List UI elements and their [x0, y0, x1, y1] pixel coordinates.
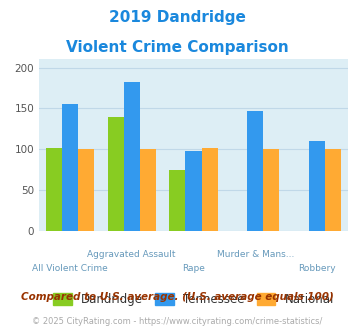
Text: © 2025 CityRating.com - https://www.cityrating.com/crime-statistics/: © 2025 CityRating.com - https://www.city…: [32, 317, 323, 326]
Text: All Violent Crime: All Violent Crime: [32, 264, 108, 273]
Bar: [78, 149, 94, 231]
Bar: [325, 149, 341, 231]
Bar: [169, 170, 185, 231]
Bar: [62, 104, 78, 231]
Bar: [140, 149, 156, 231]
Bar: [202, 148, 218, 231]
Bar: [247, 111, 263, 231]
Bar: [124, 82, 140, 231]
Text: Violent Crime Comparison: Violent Crime Comparison: [66, 40, 289, 54]
Bar: [309, 141, 325, 231]
Bar: [46, 148, 62, 231]
Text: Rape: Rape: [182, 264, 205, 273]
Text: Compared to U.S. average. (U.S. average equals 100): Compared to U.S. average. (U.S. average …: [21, 292, 334, 302]
Text: 2019 Dandridge: 2019 Dandridge: [109, 10, 246, 25]
Bar: [185, 151, 202, 231]
Bar: [108, 116, 124, 231]
Text: Robbery: Robbery: [298, 264, 336, 273]
Text: Aggravated Assault: Aggravated Assault: [87, 250, 176, 259]
Bar: [263, 149, 279, 231]
Text: Murder & Mans...: Murder & Mans...: [217, 250, 294, 259]
Legend: Dandridge, Tennessee, National: Dandridge, Tennessee, National: [48, 288, 339, 311]
